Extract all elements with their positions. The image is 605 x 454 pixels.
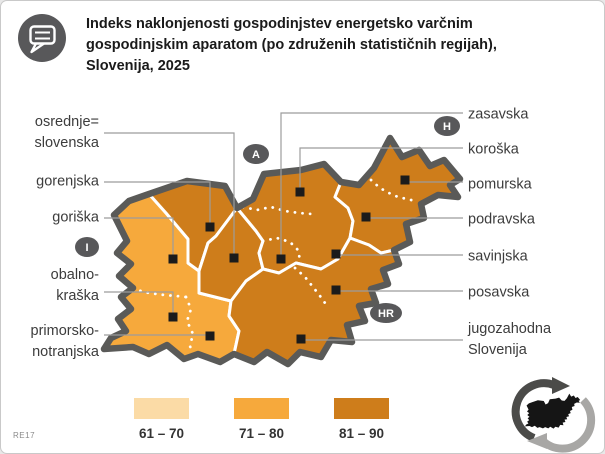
neighbor-badges-layer: A H HR I [75,116,460,323]
region-marker-jugozahodna-slovenija [296,334,306,344]
region-marker-podravska [361,212,371,222]
title-line-1: Indeks naklonjenosti gospodinjstev energ… [86,16,473,32]
slovenia-outline [100,134,464,368]
logo-arrow-light-head [527,433,547,449]
region-marker-koroska [295,187,305,197]
region-marker-pomurska [400,175,410,185]
title-line-2: gospodinjskim aparatom (po združenih sta… [86,37,497,53]
bubble-body [29,25,56,45]
region-marker-gorenjska [205,222,215,232]
legend-swatch-81-90 [334,398,389,419]
logo-arrow-light-arc [539,397,596,453]
region-marker-posavska [331,285,341,295]
region-markers-layer [168,175,410,344]
dotted-border-6 [293,266,327,305]
region-label-goriska: goriška [52,209,99,226]
region-label-jugozahodna-slovenija: jugozahodna Slovenija [468,321,552,358]
title-line-3: Slovenija, 2025 [86,58,190,74]
region-marker-osrednjeslovenska [229,253,239,263]
legend-label-71-80: 71 – 80 [238,426,285,441]
neighbor-badge-h [434,116,460,136]
region-polygons-layer [102,136,462,366]
speech-bubble-icon [18,14,66,62]
leader-line-obalno-kraska [104,291,174,317]
dotted-border-3 [241,205,314,216]
neighbor-badge-hr [370,303,402,323]
region-marker-zasavska [276,254,286,264]
neighbor-badge-i [75,237,99,257]
leader-lines-layer [104,112,463,341]
leader-line-osrednjeslovenska [104,132,235,258]
country-outline-layer [100,134,464,368]
statistics-logo [511,377,596,453]
dotted-borders-layer [131,178,417,355]
region-marker-primorsko-notranjska [205,331,215,341]
region-label-koroska: koroška [468,141,519,158]
leader-line-zasavska [280,112,463,259]
region-label-gorenjska: gorenjska [36,173,99,190]
region-label-primorsko-notranjska: primorsko- notranjska [30,323,99,360]
region-label-posavska: posavska [468,284,530,301]
logo-arrow-dark-arc [511,379,556,442]
neighbor-badge-text-i: I [85,242,88,254]
region-label-obalno-kraska: obalno- kraška [50,267,99,304]
region-marker-goriska [168,254,178,264]
region-marker-savinjska [331,249,341,259]
dotted-border-1 [131,287,188,299]
leader-line-goriska [104,217,174,259]
neighbor-badge-text-h: H [443,121,451,133]
legend-swatch-71-80 [234,398,289,419]
page-title: Indeks naklonjenosti gospodinjstev energ… [86,14,497,77]
legend-label-61-70: 61 – 70 [138,426,185,441]
region-label-podravska: podravska [468,211,535,228]
legend-swatch-61-70 [134,398,189,419]
leader-line-gorenjska [104,181,211,227]
footnote-code: RE17 [13,431,36,440]
region-label-pomurska: pomurska [468,176,532,193]
region-label-savinjska: savinjska [468,248,528,265]
logo-slovenia-silhouette [525,393,581,429]
logo-arrow-dark-head [552,377,570,394]
leader-line-koroska [299,147,463,192]
region-label-zasavska: zasavska [468,106,529,123]
neighbor-badge-a [243,144,269,164]
neighbor-badge-text-hr: HR [378,308,394,320]
neighbor-badge-text-a: A [252,149,260,161]
region-marker-obalno-kraska [168,312,178,322]
region-label-osrednjeslovenska: osrednje= slovenska [34,114,99,151]
bubble-tail [30,42,45,54]
dotted-border-2 [184,295,195,355]
legend-label-81-90: 81 – 90 [338,426,385,441]
